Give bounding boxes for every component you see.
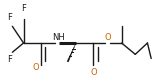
Text: O: O [33,62,40,71]
Text: F: F [7,13,12,22]
Text: F: F [21,4,26,13]
Text: O: O [105,33,111,42]
Text: O: O [90,68,97,77]
Text: F: F [7,55,12,64]
Text: NH: NH [52,33,65,42]
